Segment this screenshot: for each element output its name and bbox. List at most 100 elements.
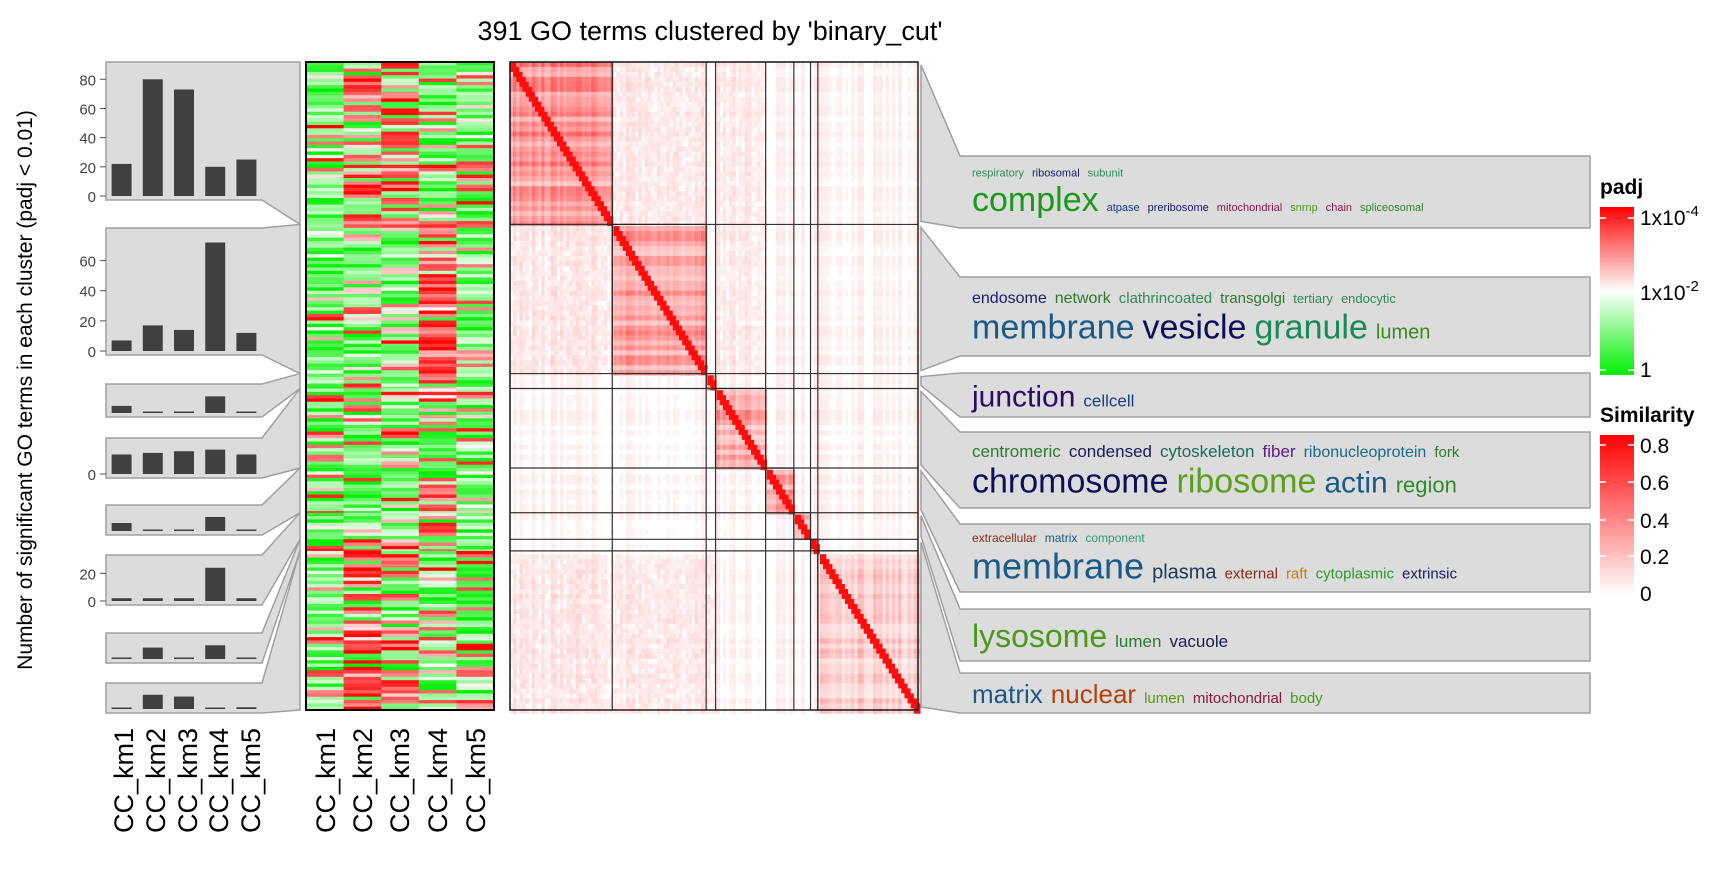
similarity-cell	[648, 62, 652, 67]
similarity-cell	[638, 82, 642, 87]
similarity-cell	[648, 201, 652, 206]
similarity-cell	[532, 72, 536, 77]
similarity-cell	[598, 236, 602, 241]
similarity-cell	[679, 161, 683, 166]
similarity-cell	[757, 256, 761, 261]
similarity-cell	[667, 201, 671, 206]
padj-cell	[344, 614, 382, 618]
similarity-cell	[641, 117, 645, 122]
similarity-cell	[626, 137, 630, 142]
similarity-cell	[851, 211, 855, 216]
padj-cell	[344, 700, 382, 704]
similarity-cell	[563, 127, 567, 132]
similarity-cell	[573, 171, 577, 176]
similarity-cell	[519, 132, 523, 137]
similarity-cell	[739, 201, 743, 206]
similarity-cell	[857, 87, 861, 92]
similarity-cell	[629, 117, 633, 122]
similarity-cell	[695, 211, 699, 216]
similarity-cell	[801, 166, 805, 171]
padj-cell	[456, 640, 494, 644]
padj-cell	[419, 128, 457, 132]
similarity-cell	[641, 102, 645, 107]
similarity-cell	[607, 226, 611, 231]
similarity-cell	[541, 256, 545, 261]
similarity-cell	[814, 211, 818, 216]
padj-cell	[381, 591, 419, 595]
bar-panel-bg	[106, 62, 300, 224]
padj-cell	[381, 617, 419, 621]
padj-cell	[381, 660, 419, 664]
similarity-cell	[682, 226, 686, 231]
similarity-cell	[563, 147, 567, 152]
similarity-cell	[729, 62, 733, 67]
similarity-cell	[576, 102, 580, 107]
similarity-cell	[591, 176, 595, 181]
similarity-cell	[829, 191, 833, 196]
padj-cell	[456, 340, 494, 344]
padj-cell	[419, 412, 457, 416]
similarity-cell	[814, 87, 818, 92]
similarity-cell	[886, 236, 890, 241]
similarity-cell	[745, 181, 749, 186]
similarity-cell	[698, 87, 702, 92]
similarity-cell	[626, 206, 630, 211]
similarity-cell	[742, 107, 746, 112]
similarity-cell	[698, 92, 702, 97]
similarity-cell	[582, 256, 586, 261]
similarity-cell	[857, 62, 861, 67]
padj-cell	[344, 587, 382, 591]
similarity-cell	[742, 166, 746, 171]
padj-cell	[381, 370, 419, 374]
similarity-cell	[751, 246, 755, 251]
similarity-cell	[591, 67, 595, 72]
similarity-cell	[898, 77, 902, 82]
similarity-cell	[908, 196, 912, 201]
similarity-cell	[898, 196, 902, 201]
similarity-cell	[876, 67, 880, 72]
similarity-cell	[742, 176, 746, 181]
similarity-cell	[607, 127, 611, 132]
padj-cell	[306, 327, 344, 331]
similarity-cell	[573, 72, 577, 77]
similarity-cell	[648, 122, 652, 127]
padj-cell	[456, 112, 494, 116]
similarity-cell	[526, 102, 530, 107]
padj-cell	[306, 650, 344, 654]
padj-cell	[419, 481, 457, 485]
similarity-cell	[532, 236, 536, 241]
similarity-cell	[667, 142, 671, 147]
similarity-cell	[551, 77, 555, 82]
padj-cell	[306, 258, 344, 262]
similarity-cell	[779, 241, 783, 246]
padj-cell	[344, 151, 382, 155]
similarity-cell	[692, 77, 696, 82]
similarity-cell	[569, 122, 573, 127]
similarity-cell	[801, 62, 805, 67]
similarity-cell	[557, 231, 561, 236]
similarity-cell	[892, 231, 896, 236]
padj-cell	[419, 438, 457, 442]
similarity-cell	[845, 122, 849, 127]
similarity-cell	[626, 92, 630, 97]
padj-cell	[381, 69, 419, 73]
similarity-cell	[604, 231, 608, 236]
padj-cell	[306, 677, 344, 681]
padj-cell	[344, 485, 382, 489]
similarity-cell	[782, 206, 786, 211]
similarity-cell	[754, 72, 758, 77]
padj-cell	[419, 478, 457, 482]
bar	[174, 90, 194, 196]
padj-cell	[456, 264, 494, 268]
similarity-cell	[673, 92, 677, 97]
similarity-cell	[732, 147, 736, 152]
similarity-cell	[569, 82, 573, 87]
similarity-cell	[723, 77, 727, 82]
padj-cell	[381, 185, 419, 189]
similarity-cell	[685, 196, 689, 201]
similarity-cell	[823, 142, 827, 147]
similarity-cell	[757, 122, 761, 127]
similarity-cell	[745, 216, 749, 221]
padj-cell	[344, 543, 382, 547]
similarity-cell	[688, 77, 692, 82]
